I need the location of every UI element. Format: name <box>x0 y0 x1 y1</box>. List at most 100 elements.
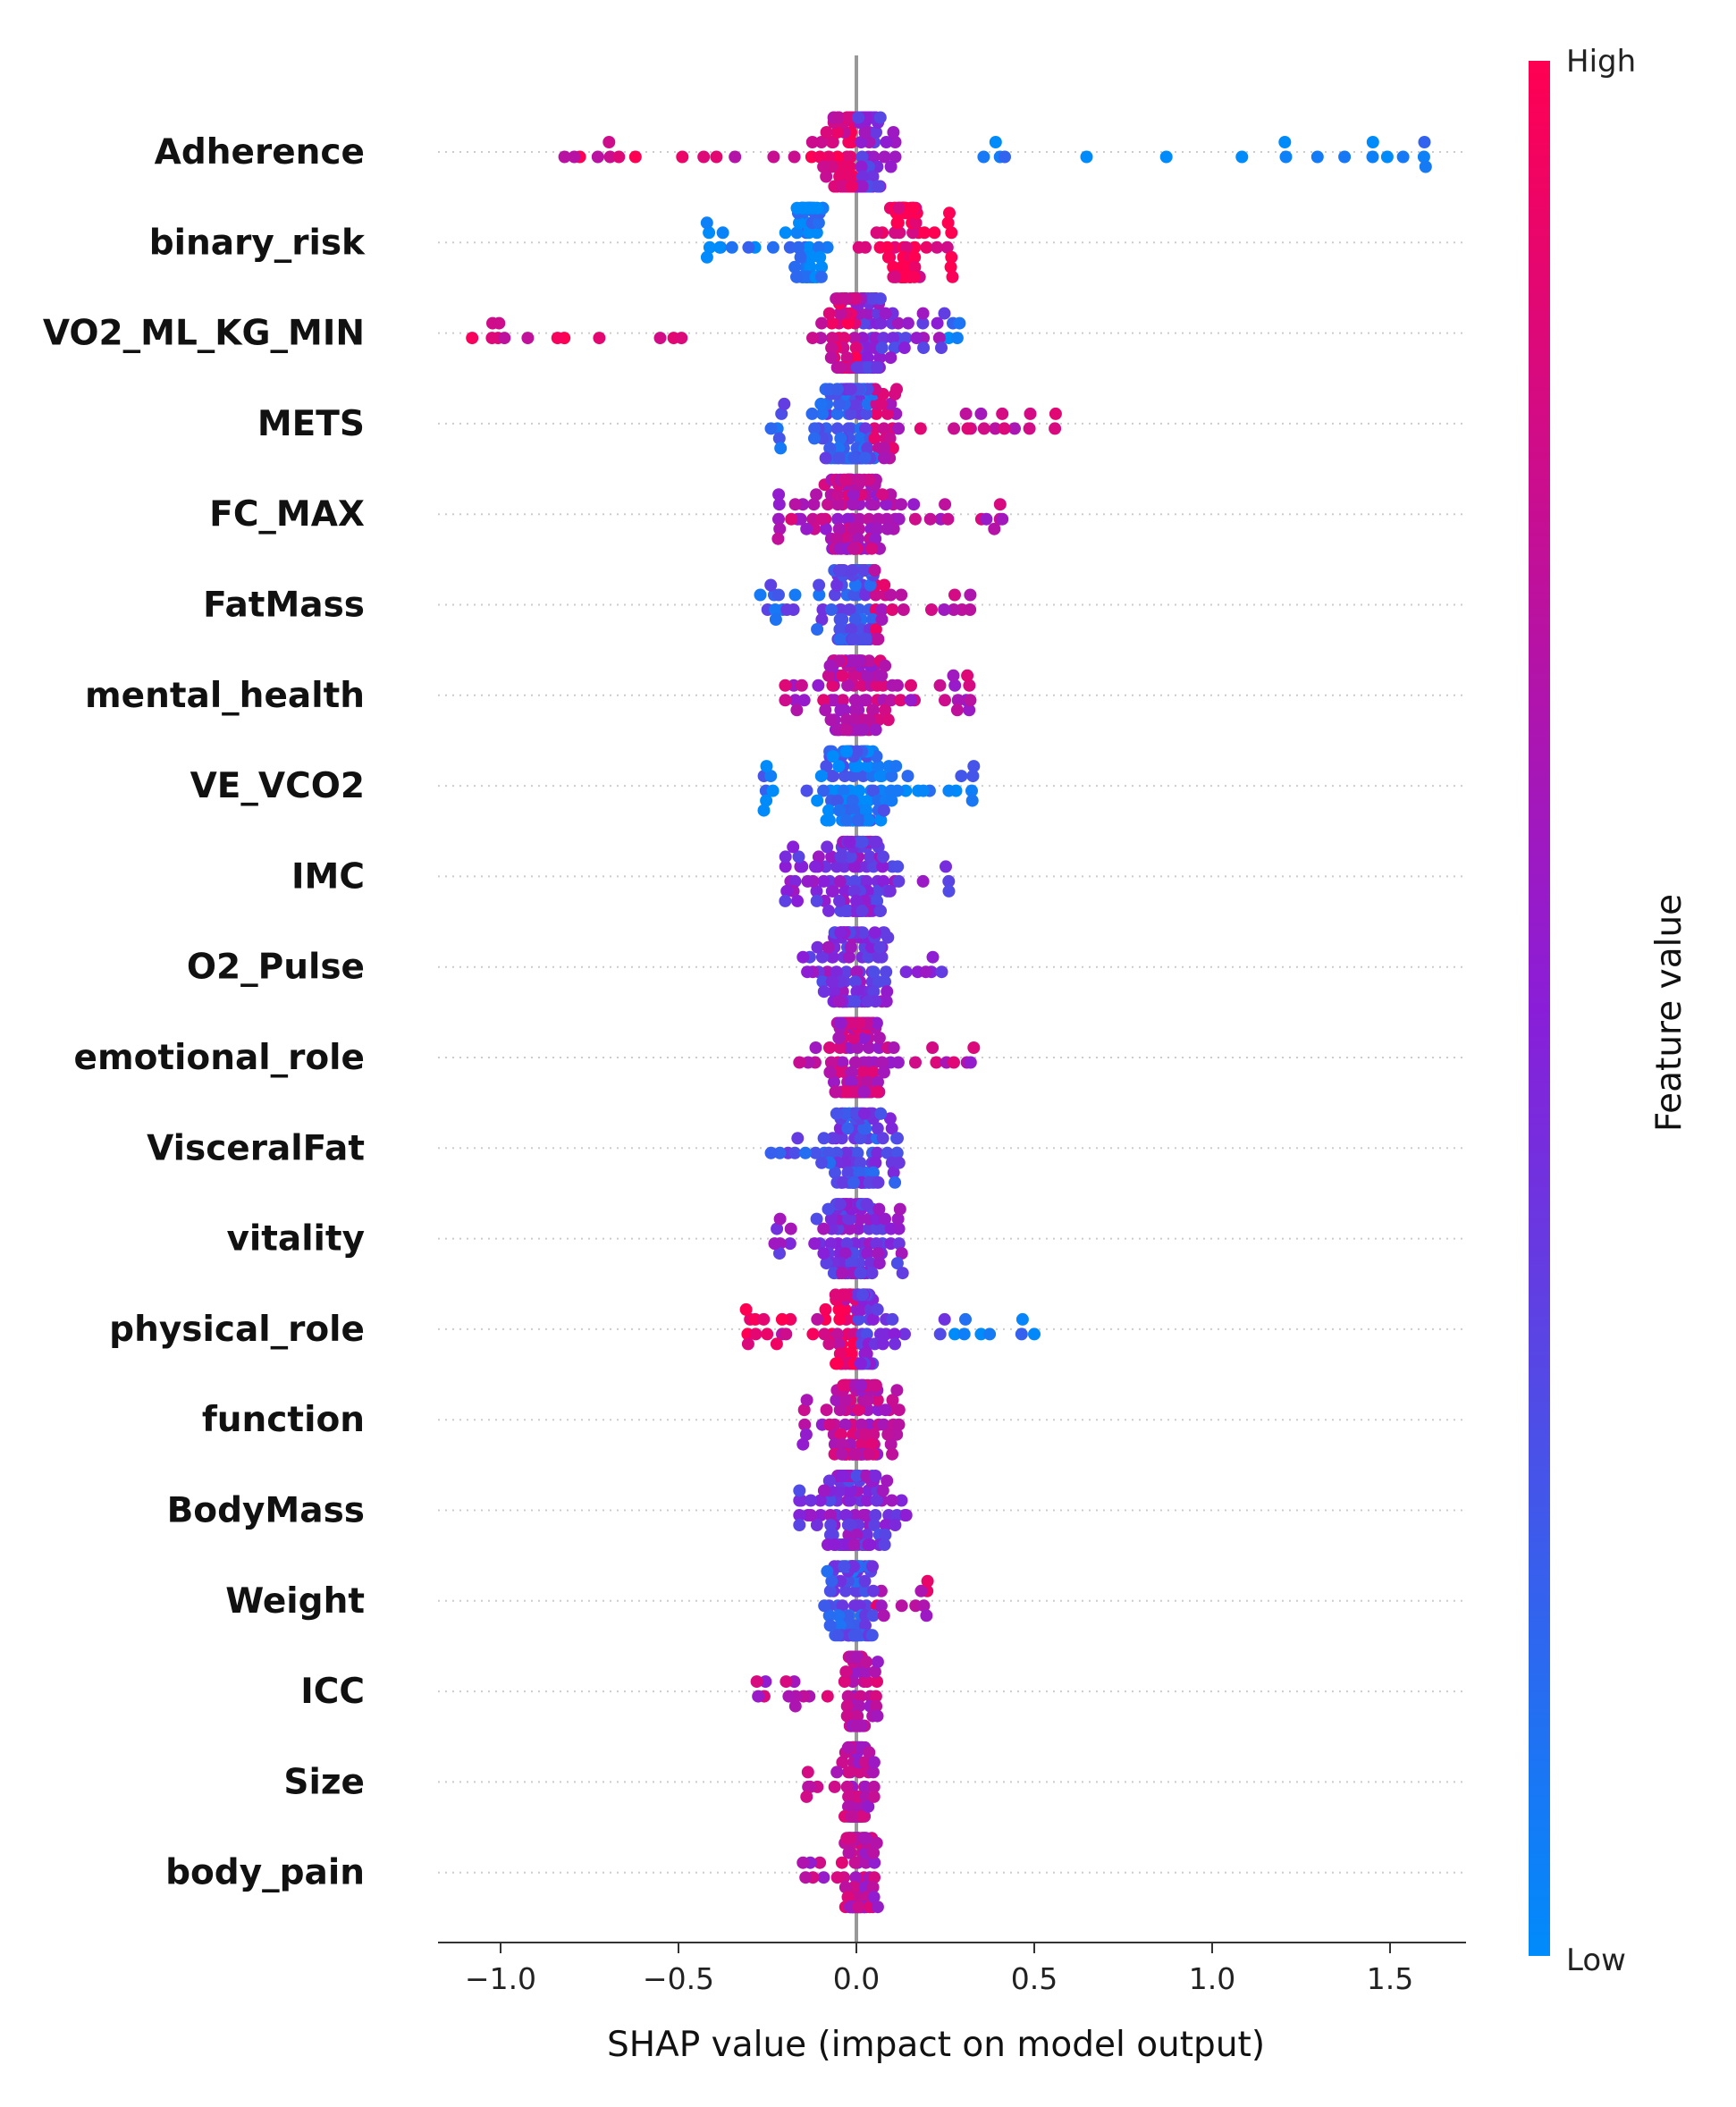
shap-point-ICC <box>869 1690 882 1703</box>
shap-point-BodyMass <box>839 1509 853 1521</box>
shap-point-FatMass <box>897 603 910 616</box>
shap-point-Weight <box>849 1584 863 1597</box>
shap-point-emotional_role <box>857 1085 871 1099</box>
shap-point-physical_role <box>832 1337 846 1351</box>
shap-point-VO2_ML_KG_MIN <box>847 332 861 345</box>
shap-point-FatMass <box>780 603 794 616</box>
shap-point-binary_risk <box>945 250 958 264</box>
shap-point-binary_risk <box>716 226 729 240</box>
shap-point-physical_role <box>854 1357 867 1370</box>
shap-point-BodyMass <box>890 1509 904 1521</box>
shap-point-FatMass <box>815 613 829 626</box>
shap-point-Adherence <box>852 111 865 124</box>
shap-point-IMC <box>812 850 825 864</box>
shap-point-VisceralFat <box>791 1132 805 1145</box>
shap-point-METS <box>808 432 821 445</box>
shap-point-VE_VCO2 <box>853 784 866 797</box>
shap-point-O2_Pulse <box>872 975 885 989</box>
shap-point-Adherence <box>1235 150 1249 164</box>
shap-point-emotional_role <box>828 1075 840 1089</box>
shap-point-function <box>884 1437 897 1451</box>
shap-point-IMC <box>850 894 863 907</box>
shap-point-FC_MAX <box>988 522 1001 535</box>
shap-point-emotional_role <box>829 1085 842 1099</box>
shap-point-Adherence <box>833 170 847 183</box>
shap-point-Weight <box>866 1584 880 1597</box>
shap-point-BodyMass <box>810 1519 823 1531</box>
shap-point-VisceralFat <box>887 1166 900 1179</box>
shap-point-binary_risk <box>742 240 755 254</box>
shap-point-binary_risk <box>940 240 954 254</box>
feature-label-function: function <box>202 1400 365 1440</box>
shap-point-IMC <box>822 904 835 917</box>
shap-point-function <box>861 1403 874 1417</box>
shap-point-Adherence <box>855 150 869 164</box>
shap-point-VO2_ML_KG_MIN <box>875 341 889 355</box>
shap-point-IMC <box>860 874 873 888</box>
shap-point-VE_VCO2 <box>832 760 846 773</box>
shap-point-VisceralFat <box>835 1132 848 1145</box>
shap-point-binary_risk <box>944 260 957 274</box>
shap-point-FatMass <box>848 578 862 592</box>
shap-point-vitality <box>892 1237 906 1251</box>
x-tick-label: −0.5 <box>643 1961 714 1996</box>
shap-point-FatMass <box>886 603 899 616</box>
shap-point-Adherence <box>815 136 828 148</box>
shap-point-BodyMass <box>828 1538 841 1551</box>
shap-point-emotional_role <box>887 1041 900 1054</box>
shap-point-BodyMass <box>822 1474 836 1488</box>
shap-point-body_pain <box>813 1856 827 1869</box>
shap-point-FC_MAX <box>822 498 835 511</box>
shap-point-binary_risk <box>908 250 922 264</box>
shap-point-O2_Pulse <box>880 965 893 979</box>
shap-point-Weight <box>825 1574 839 1588</box>
shap-point-function <box>881 1428 895 1441</box>
shap-point-FC_MAX <box>881 512 894 526</box>
shap-point-emotional_role <box>861 1075 874 1089</box>
shap-point-METS <box>870 407 883 420</box>
shap-point-VisceralFat <box>817 1132 830 1145</box>
shap-point-ICC <box>852 1719 865 1732</box>
shap-point-binary_risk <box>810 226 823 240</box>
shap-point-binary_risk <box>852 240 865 254</box>
shap-point-FatMass <box>938 603 951 616</box>
shap-point-mental_health <box>933 678 947 692</box>
shap-point-VE_VCO2 <box>822 804 835 817</box>
shap-point-METS <box>989 422 1002 435</box>
shap-point-Weight <box>839 1584 852 1597</box>
shap-point-physical_role <box>819 1302 832 1316</box>
shap-point-VO2_ML_KG_MIN <box>841 316 855 330</box>
shap-point-Adherence <box>884 160 897 173</box>
shap-point-binary_risk <box>725 240 738 254</box>
shap-point-body_pain <box>852 1901 865 1914</box>
shap-point-physical_role <box>811 1312 824 1326</box>
shap-point-mental_health <box>963 678 976 692</box>
shap-point-ICC <box>871 1675 883 1689</box>
shap-point-FatMass <box>847 588 861 602</box>
shap-point-binary_risk <box>790 270 803 283</box>
shap-point-FC_MAX <box>807 498 821 511</box>
shap-point-emotional_role <box>839 1085 852 1099</box>
shap-point-VO2_ML_KG_MIN <box>849 341 863 355</box>
shap-point-FatMass <box>864 578 877 592</box>
shap-point-emotional_role <box>832 1032 846 1044</box>
shap-point-IMC <box>821 840 834 854</box>
shap-point-IMC <box>780 884 794 898</box>
shap-point-binary_risk <box>700 250 713 264</box>
shap-point-VE_VCO2 <box>830 794 844 807</box>
shap-point-Adherence <box>1279 150 1293 164</box>
shap-point-vitality <box>872 1247 885 1260</box>
shap-point-emotional_role <box>948 1056 960 1069</box>
shap-point-physical_role <box>876 1337 889 1351</box>
shap-point-binary_risk <box>821 240 834 254</box>
shap-point-METS <box>914 422 927 435</box>
shap-point-BodyMass <box>870 1494 883 1507</box>
shap-point-emotional_role <box>964 1056 977 1069</box>
shap-point-physical_role <box>838 1288 851 1302</box>
shap-point-emotional_role <box>833 1041 847 1054</box>
shap-point-mental_health <box>779 694 792 707</box>
shap-point-Adherence <box>855 170 869 183</box>
shap-point-IMC <box>839 884 852 898</box>
shap-point-IMC <box>833 894 846 907</box>
shap-point-function <box>877 1418 890 1431</box>
